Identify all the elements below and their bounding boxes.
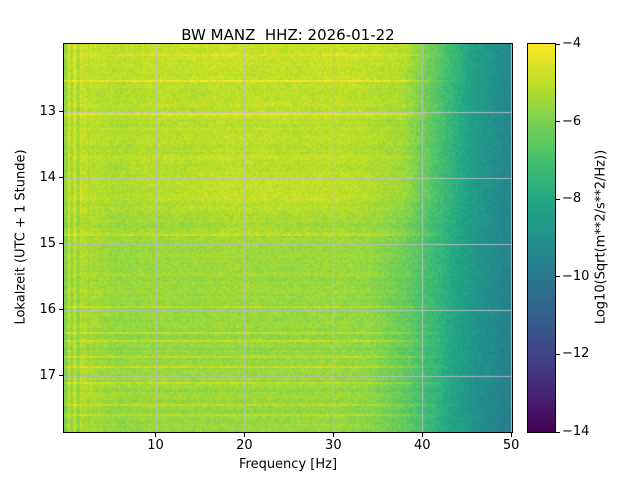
x-axis-label: Frequency [Hz] [238,457,338,472]
x-tick-label: 50 [502,438,520,453]
spectrogram-image [64,44,512,432]
x-tick [243,433,245,437]
y-tick-label: 14 [39,169,56,185]
y-tick-label: 17 [39,367,56,383]
y-tick [59,243,63,245]
colorbar-label: Log10(Sqrt(m**2/s**2/Hz)) [593,149,609,325]
y-tick [59,177,63,179]
colorbar [527,43,556,433]
chart-title: BW MANZ HHZ: 2026-01-22 [181,26,395,44]
colorbar-tick [556,431,560,433]
colorbar-gradient [528,44,555,432]
colorbar-tick [556,353,560,355]
y-tick-label: 13 [39,103,56,119]
y-tick-label: 16 [39,301,56,317]
colorbar-tick [556,43,560,45]
colorbar-tick-label: −8 [562,191,582,207]
x-tick [510,433,512,437]
plot-area [63,43,513,433]
x-tick [421,433,423,437]
x-tick-label: 40 [413,438,431,453]
colorbar-tick [556,276,560,278]
colorbar-tick-label: −12 [562,346,590,362]
y-tick [59,111,63,113]
colorbar-tick [556,198,560,200]
x-tick-label: 20 [236,438,253,453]
y-tick-label: 15 [39,235,56,251]
colorbar-tick-label: −14 [562,424,590,439]
colorbar-tick [556,121,560,123]
x-tick [332,433,334,437]
colorbar-tick-label: −4 [562,36,582,51]
x-tick-label: 10 [147,438,164,453]
colorbar-tick-label: −6 [562,113,582,129]
y-tick [59,375,63,377]
colorbar-tick-label: −10 [562,268,590,284]
y-tick [59,309,63,311]
y-axis-label: Lokalzeit (UTC + 1 Stunde) [13,149,29,325]
x-tick-label: 30 [325,438,342,453]
x-tick [155,433,157,437]
